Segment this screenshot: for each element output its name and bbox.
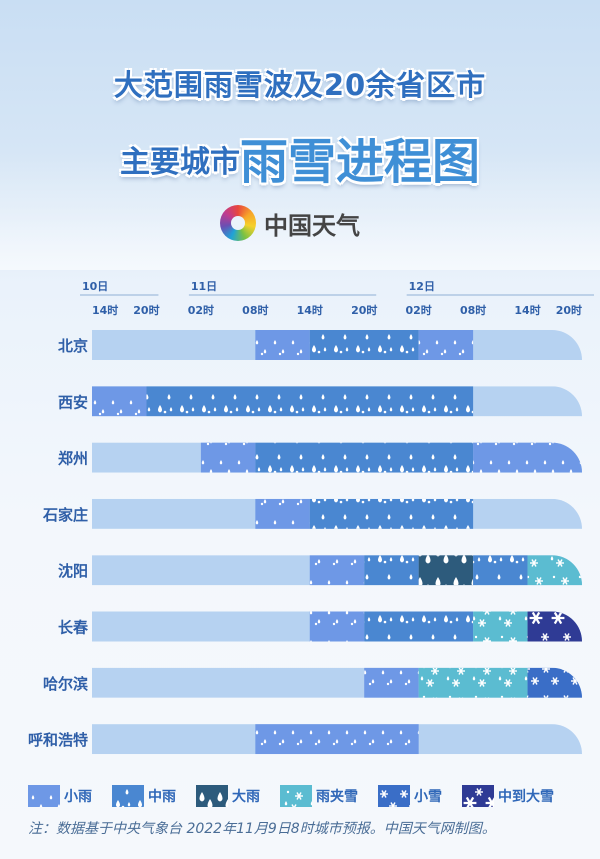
legend-swatch-icon	[28, 785, 60, 807]
city-row: 郑州	[58, 442, 582, 473]
legend-label: 中到大雪	[498, 789, 554, 805]
weather-segment-pattern	[255, 724, 419, 755]
legend-swatch-icon	[462, 785, 494, 807]
hour-tick-label: 20时	[133, 303, 159, 317]
weather-segment-pattern	[309, 555, 365, 586]
title-line-1: 大范围雨雪波及20余省区市	[113, 68, 487, 102]
legend-item: 大雨	[196, 785, 260, 807]
weather-segment-pattern	[473, 555, 528, 586]
city-row: 西安	[58, 386, 582, 417]
hour-tick-label: 08时	[242, 303, 268, 317]
legend-swatch-icon	[112, 785, 144, 807]
title-line-2: 主要城市雨雪进程图	[0, 122, 600, 192]
day-label: 12日	[409, 280, 435, 293]
weather-segment-pattern	[309, 330, 419, 360]
hour-tick-label: 02时	[406, 303, 432, 317]
legend-swatch-icon	[196, 785, 228, 807]
day-label: 11日	[191, 280, 217, 293]
hour-tick-label: 14时	[297, 303, 323, 317]
city-label: 西安	[58, 393, 88, 411]
weather-segment-pattern	[418, 667, 528, 698]
weather-segment-pattern	[418, 330, 474, 360]
legend-swatch-icon	[280, 785, 312, 807]
city-row: 石家庄	[42, 498, 582, 529]
weather-segment-pattern	[418, 555, 474, 586]
city-label: 长春	[58, 619, 88, 637]
logo-text: 中国天气	[264, 211, 360, 240]
hour-tick-label: 20时	[351, 303, 377, 317]
weather-segment-pattern	[364, 555, 419, 586]
footnote: 注：数据基于中央气象台 2022年11月9日8时城市预报。中国天气网制图。	[28, 821, 496, 837]
legend-label: 小雪	[414, 789, 442, 805]
weather-segment-pattern	[527, 555, 582, 586]
background-skyline	[0, 150, 600, 270]
weather-segment-pattern	[527, 611, 582, 642]
hour-tick-label: 20时	[556, 303, 582, 317]
hour-tick-label: 14时	[92, 303, 118, 317]
title-main: 雨雪进程图	[239, 134, 480, 190]
legend-swatch-icon	[378, 785, 410, 807]
city-label: 北京	[58, 337, 88, 355]
legend: 小雨 中雨 大雨 雨夹雪 小雪 中到大雪	[28, 785, 554, 807]
city-row: 北京	[58, 330, 582, 360]
weather-segment-pattern	[200, 442, 256, 473]
day-label: 10日	[82, 280, 108, 293]
city-row: 呼和浩特	[28, 724, 582, 755]
legend-label: 中雨	[148, 789, 176, 805]
weather-segment-pattern	[309, 611, 365, 642]
weather-segment-pattern	[364, 667, 419, 698]
title-prefix: 主要城市	[119, 145, 240, 180]
legend-item: 小雪	[378, 785, 442, 807]
weather-segment-pattern	[364, 611, 474, 642]
legend-label: 大雨	[232, 789, 260, 805]
hour-tick-label: 08时	[460, 303, 486, 317]
weather-segment-pattern	[92, 386, 147, 417]
logo-icon	[220, 205, 256, 241]
legend-item: 雨夹雪	[280, 785, 358, 807]
weather-segment-pattern	[146, 386, 474, 417]
weather-segment-pattern	[473, 442, 582, 473]
city-label: 郑州	[58, 450, 88, 468]
hour-tick-label: 02时	[188, 303, 214, 317]
city-row: 沈阳	[58, 555, 582, 586]
legend-label: 雨夹雪	[316, 789, 358, 805]
city-label: 沈阳	[58, 562, 88, 580]
hour-tick-label: 14时	[514, 303, 540, 317]
city-label: 呼和浩特	[28, 731, 88, 749]
legend-item: 中雨	[112, 785, 176, 807]
weather-segment-pattern	[527, 667, 582, 698]
weather-segment-pattern	[309, 498, 474, 529]
legend-item: 小雨	[28, 785, 92, 807]
legend-label: 小雨	[64, 789, 92, 805]
weather-segment-pattern	[255, 330, 310, 360]
weather-segment-pattern	[473, 611, 528, 642]
legend-item: 中到大雪	[462, 785, 554, 807]
city-row: 哈尔滨	[43, 667, 582, 698]
weather-segment-pattern	[255, 442, 474, 473]
city-label: 哈尔滨	[43, 675, 88, 693]
weather-segment-pattern	[255, 498, 310, 529]
logo: 中国天气	[220, 205, 360, 241]
city-label: 石家庄	[42, 506, 88, 524]
city-row: 长春	[58, 611, 582, 642]
